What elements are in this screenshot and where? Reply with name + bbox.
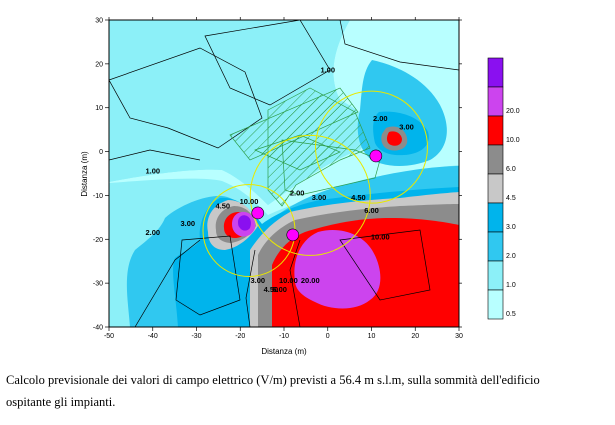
x-tick-label: -20 bbox=[235, 333, 245, 340]
x-tick-label: -40 bbox=[148, 333, 158, 340]
green-outline bbox=[281, 139, 381, 196]
y-tick-label: -20 bbox=[93, 237, 103, 244]
contour-label: 4.50 bbox=[264, 285, 279, 294]
boundary-line-1 bbox=[134, 239, 201, 327]
contour-label: 6.00 bbox=[272, 285, 287, 294]
x-tick-label: 0 bbox=[326, 333, 330, 340]
legend-label: 20.0 bbox=[506, 108, 520, 115]
color-legend: 0.5 1.0 2.0 3.0 4.5 6.0 10.0 20.0 bbox=[487, 57, 520, 320]
contour-label: 10.00 bbox=[371, 232, 390, 241]
contour-label: 2.00 bbox=[373, 114, 388, 123]
antenna-marker bbox=[369, 149, 383, 163]
legend-label: 10.0 bbox=[506, 137, 520, 144]
building-5 bbox=[339, 229, 431, 301]
y-tick-label: 30 bbox=[95, 18, 103, 25]
contour-label: 2.00 bbox=[290, 188, 305, 197]
boundary-line-4 bbox=[109, 149, 201, 161]
y-tick-label: 20 bbox=[95, 61, 103, 68]
contour-label: 10.00 bbox=[240, 197, 259, 206]
contour-label: 2.00 bbox=[145, 228, 160, 237]
building-outlines bbox=[109, 20, 459, 327]
legend-swatch bbox=[487, 144, 504, 175]
contour-label: 3.00 bbox=[399, 123, 414, 132]
x-tick-label: 20 bbox=[411, 333, 419, 340]
x-tick-label: -30 bbox=[191, 333, 201, 340]
x-tick-label: -10 bbox=[279, 333, 289, 340]
y-tick-label: 0 bbox=[99, 149, 103, 156]
legend-label: 0.5 bbox=[506, 311, 516, 318]
antenna-sources bbox=[251, 149, 383, 242]
figure-caption: Calcolo previsionale dei valori di campo… bbox=[6, 369, 611, 413]
contour-label: 20.00 bbox=[301, 276, 320, 285]
y-tick-label: -40 bbox=[93, 325, 103, 332]
building-2 bbox=[204, 20, 331, 106]
antenna-marker bbox=[286, 228, 300, 242]
caption-line-2: ospitante gli impianti. bbox=[6, 395, 116, 409]
legend-swatch bbox=[487, 86, 504, 117]
y-axis-label: Distanza (m) bbox=[80, 151, 89, 197]
x-tick-label: 30 bbox=[455, 333, 463, 340]
contour-labels: 1.001.002.003.002.003.004.50 10.00 4.506.0… bbox=[145, 66, 413, 294]
antenna-marker bbox=[251, 206, 265, 220]
contour-label: 1.00 bbox=[320, 66, 335, 75]
legend-swatch bbox=[487, 173, 504, 204]
legend-label: 4.5 bbox=[506, 195, 516, 202]
boundary-line-2 bbox=[245, 249, 256, 327]
region-20-0 bbox=[294, 230, 381, 309]
y-tick-label: 10 bbox=[95, 105, 103, 112]
contour-label: 6.00 bbox=[364, 206, 379, 215]
legend-swatch bbox=[487, 202, 504, 233]
contour-label: 10.00 bbox=[279, 276, 298, 285]
legend-label: 6.0 bbox=[506, 166, 516, 173]
legend-label: 2.0 bbox=[506, 253, 516, 260]
region-max-left bbox=[238, 215, 251, 231]
x-tick-label: 10 bbox=[368, 333, 376, 340]
contour-label: 3.00 bbox=[312, 193, 327, 202]
x-tick-label: -50 bbox=[104, 333, 114, 340]
yellow-ring-center bbox=[249, 134, 371, 256]
legend-swatch bbox=[487, 289, 504, 320]
contour-label: 3.00 bbox=[180, 219, 195, 228]
legend-swatch bbox=[487, 115, 504, 146]
contour-label: 4.50 bbox=[351, 193, 366, 202]
y-tick-label: -30 bbox=[93, 281, 103, 288]
hatched-roof-3 bbox=[254, 134, 341, 171]
building-3 bbox=[339, 20, 459, 71]
contour-label: 1.00 bbox=[145, 167, 160, 176]
legend-label: 3.0 bbox=[506, 224, 516, 231]
yellow-ring-right bbox=[315, 90, 428, 204]
caption-line-1: Calcolo previsionale dei valori di campo… bbox=[6, 373, 540, 387]
legend-label: 1.0 bbox=[506, 282, 516, 289]
boundary-line-3 bbox=[289, 239, 301, 327]
legend-swatch bbox=[487, 231, 504, 262]
axes: -50 -40 -30 -20 -10 0 10 20 30-40-30-20-10010203… bbox=[93, 17, 463, 340]
y-tick-label: -10 bbox=[93, 193, 103, 200]
contour-label: 4.50 bbox=[215, 202, 230, 211]
legend-swatch bbox=[487, 57, 504, 88]
legend-swatch bbox=[487, 260, 504, 291]
region-10-0-upper bbox=[386, 131, 402, 146]
contour-label: 3.00 bbox=[250, 276, 265, 285]
building-4 bbox=[175, 235, 241, 316]
x-axis-label: Distanza (m) bbox=[261, 347, 307, 356]
